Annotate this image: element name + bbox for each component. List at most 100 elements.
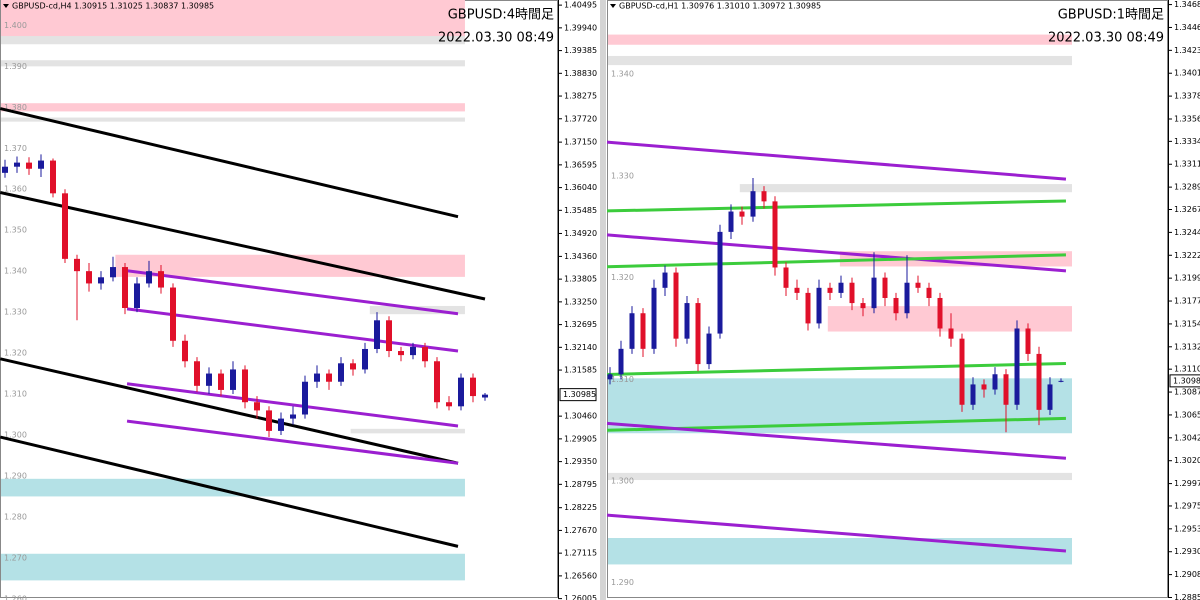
candle-body [182, 340, 188, 362]
y-tick-label: 1.32670 [1174, 205, 1200, 214]
candle-body [242, 369, 248, 403]
trend-line [0, 435, 459, 548]
candle-body [170, 287, 176, 341]
price-level-label: 1.360 [4, 185, 27, 194]
candle-body [948, 328, 954, 339]
candle-body [838, 282, 844, 293]
y-tick-label: 1.30875 [1174, 388, 1200, 397]
y-tick-label: 1.33250 [564, 297, 597, 306]
candle-body [314, 373, 320, 382]
y-tick-label: 1.35485 [564, 206, 597, 215]
y-tick-label: 1.39940 [564, 23, 597, 32]
candle-body [206, 373, 212, 386]
y-tick-label: 1.29755 [1174, 501, 1200, 510]
trend-line [606, 361, 1066, 376]
zone [608, 34, 1072, 45]
y-tick-label: 1.32890 [1174, 183, 1200, 192]
y-tick-label: 1.39385 [564, 46, 597, 55]
y-tick-label: 1.37150 [564, 138, 597, 147]
zone [350, 428, 465, 434]
y-tick-label: 1.27115 [564, 549, 597, 558]
candle-body [915, 282, 921, 288]
chart-title: GBPUSD:4時間足 [448, 8, 554, 23]
candle-body [849, 282, 855, 304]
y-tick-label: 1.33115 [1174, 160, 1200, 169]
candle-body [374, 320, 380, 349]
trend-line [606, 140, 1067, 181]
timestamp: 2022.03.30 08:49 [438, 31, 554, 46]
y-tick-label: 1.34235 [1174, 46, 1200, 55]
y-tick-label: 1.38830 [564, 69, 597, 78]
candle-body [1025, 328, 1031, 354]
trend-line [606, 253, 1066, 269]
y-tick-label: 1.38275 [564, 92, 597, 101]
candle-body [816, 287, 822, 324]
candle-body [254, 402, 260, 411]
candle-body [302, 381, 308, 415]
y-tick-label: 1.26560 [564, 571, 597, 580]
y-tick-label: 1.27670 [564, 526, 597, 535]
candle-body [761, 191, 767, 202]
candle-body [1036, 353, 1042, 410]
candle-body [673, 272, 679, 339]
timestamp: 2022.03.30 08:49 [1048, 31, 1164, 46]
panel-separator [600, 0, 606, 600]
y-tick-label: 1.31995 [1174, 274, 1200, 283]
candle-body [805, 292, 811, 324]
candle-body [38, 160, 44, 169]
candle-body [728, 211, 734, 232]
candle-body [410, 346, 416, 356]
zone [1, 60, 465, 67]
last-price-tag [1169, 374, 1200, 388]
chart-title: GBPUSD:1時間足 [1058, 8, 1164, 23]
zone [1, 553, 465, 581]
candle-body [607, 374, 613, 380]
y-tick-label: 1.30650 [1174, 410, 1200, 419]
candle-body [618, 348, 624, 375]
price-level-label: 1.290 [611, 578, 634, 587]
zone [1, 0, 465, 40]
candle-body [1003, 374, 1009, 405]
y-tick-label: 1.32695 [564, 320, 597, 329]
trend-line [0, 107, 459, 219]
y-tick-label: 1.30425 [1174, 433, 1200, 442]
plot-frame [607, 0, 1168, 598]
candle-body [386, 320, 392, 352]
y-tick-label: 1.31320 [1174, 342, 1200, 351]
candle-body [827, 287, 833, 293]
candle-body [695, 303, 701, 365]
candle-body [926, 287, 932, 298]
price-level-label: 1.280 [4, 512, 27, 521]
candle-body [992, 374, 998, 390]
candle-body [893, 297, 899, 314]
y-tick-label: 1.34920 [564, 229, 597, 238]
price-level-label: 1.290 [4, 471, 27, 480]
candle-body [717, 231, 723, 334]
y-tick-label: 1.28225 [564, 503, 597, 512]
y-tick-label: 1.36040 [564, 183, 597, 192]
price-level-label: 1.300 [4, 430, 27, 439]
candle-body [482, 394, 488, 398]
candle-body [651, 287, 657, 349]
y-tick-label: 1.29905 [564, 434, 597, 443]
candle-body [1014, 328, 1020, 405]
candle-body [74, 258, 80, 272]
price-level-label: 1.310 [611, 375, 634, 384]
candle-body [350, 363, 356, 370]
candle-body [750, 191, 756, 217]
trend-line [126, 419, 459, 465]
y-tick-label: 1.29975 [1174, 479, 1200, 488]
price-level-label: 1.260 [4, 594, 27, 600]
menu-arrow [610, 4, 616, 8]
price-level-label: 1.340 [4, 267, 27, 276]
candle-body [26, 162, 32, 169]
y-tick-label: 1.26005 [564, 594, 597, 600]
price-level-label: 1.320 [4, 349, 27, 358]
candle-body [122, 267, 128, 309]
y-tick-label: 1.33785 [1174, 92, 1200, 101]
candle-body [434, 361, 440, 403]
y-tick-label: 1.34010 [1174, 69, 1200, 78]
candle-body [662, 272, 668, 288]
candle-body [794, 287, 800, 293]
